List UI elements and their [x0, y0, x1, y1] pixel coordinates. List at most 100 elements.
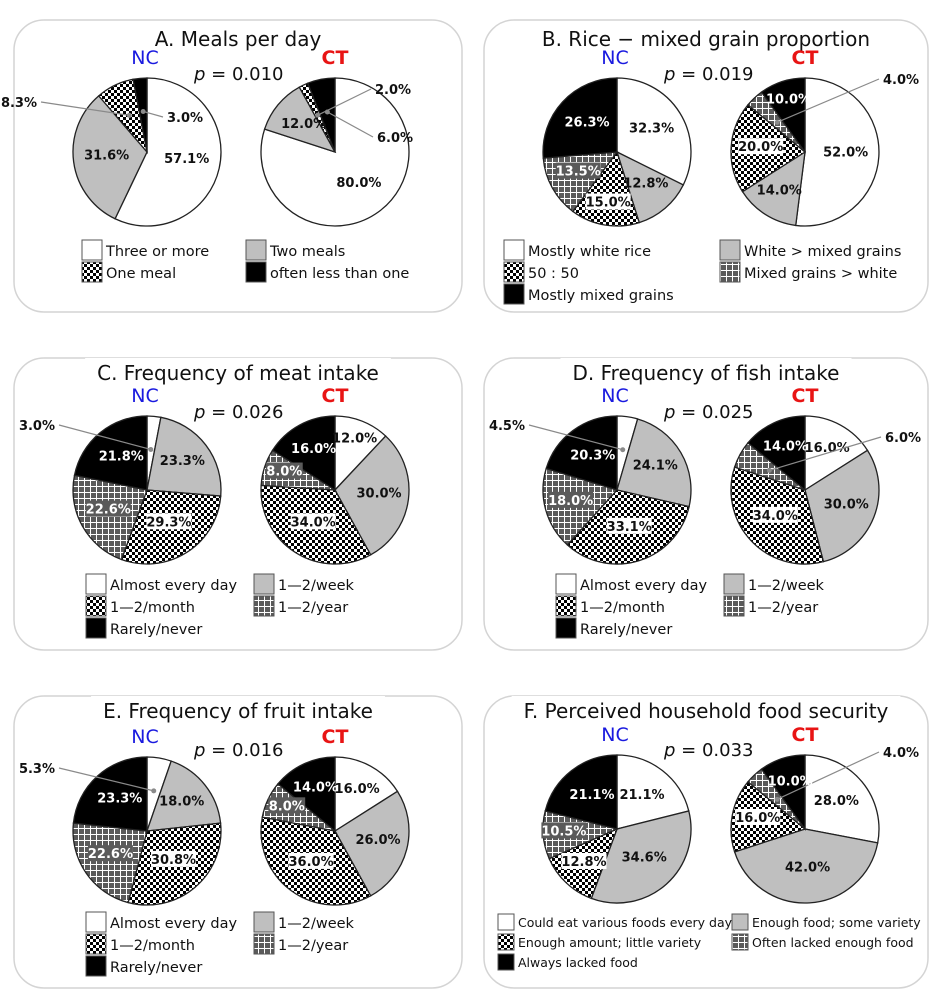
- legend-item: Almost every day: [85, 573, 237, 595]
- panel-title: A. Meals per day: [155, 27, 322, 51]
- legend-label: Mostly white rice: [528, 244, 651, 260]
- callout-line: [327, 111, 374, 138]
- label-backing: [541, 822, 587, 839]
- callout-dot: [140, 108, 146, 114]
- pie-slice: [334, 435, 410, 556]
- pie-slice: [795, 77, 880, 227]
- legend-item: Almost every day: [555, 573, 707, 595]
- pie-slice: [616, 77, 692, 186]
- group-label-nc: NC: [601, 385, 628, 407]
- slice-label: 2.0%: [375, 83, 411, 98]
- slice-label: 30.0%: [824, 497, 869, 512]
- callout-line: [776, 751, 880, 800]
- slice-label: 10.0%: [768, 774, 813, 789]
- slice-label: 16.0%: [335, 782, 380, 797]
- legend-item: 1—2/month: [555, 595, 665, 617]
- legend-item: Rarely/never: [85, 617, 202, 639]
- legend-label: Rarely/never: [110, 622, 202, 638]
- group-label-ct: CT: [792, 385, 819, 407]
- legend-swatch: [85, 955, 107, 977]
- legend-label: Always lacked food: [518, 955, 638, 970]
- panel-title: E. Frequency of fruit intake: [103, 699, 373, 723]
- callout-line: [776, 78, 880, 123]
- p-value: p = 0.019: [663, 64, 754, 85]
- legend-swatch: [85, 933, 107, 955]
- callout-dot: [774, 796, 780, 802]
- pie-nc: NC 3.0% 23.3% 29.3% 22.6% 21.8%: [19, 385, 222, 565]
- legend-swatch: [719, 239, 741, 261]
- slice-label: 34.0%: [291, 515, 336, 530]
- pie-slice: [334, 790, 410, 897]
- slice-label: 18.0%: [548, 494, 593, 509]
- pie-slice: [542, 77, 618, 159]
- label-backing: [606, 517, 652, 534]
- panel-title: C. Frequency of meat intake: [97, 361, 379, 385]
- slice-label: 12.0%: [281, 117, 326, 132]
- slice-label: 23.3%: [97, 792, 142, 807]
- slice-label: 22.6%: [88, 847, 133, 862]
- pie-ct: CT 28.0% 42.0% 16.0% 4.0% 10.0%: [730, 724, 919, 904]
- pie-nc: NC 21.1% 34.6% 12.8% 10.5% 21.1%: [541, 724, 692, 904]
- legend-swatch: [85, 595, 107, 617]
- panel-F: F. Perceived household food security p = …: [483, 695, 929, 989]
- callout-line: [769, 436, 882, 471]
- group-label-ct: CT: [322, 726, 349, 748]
- label-backing: [585, 193, 631, 210]
- pie-slice: [545, 415, 618, 491]
- pie-slice: [590, 810, 692, 904]
- slice-label: 10.0%: [766, 92, 811, 107]
- label-backing: [752, 506, 798, 523]
- slice-label: 4.0%: [883, 746, 919, 761]
- title-backing: [91, 696, 385, 724]
- legend-swatch: [731, 933, 749, 951]
- legend-item: Mostly mixed grains: [503, 283, 674, 305]
- slice-label: 20.0%: [738, 140, 783, 155]
- callout-dot: [148, 446, 154, 452]
- legend-item: Rarely/never: [555, 617, 672, 639]
- panel-title: F. Perceived household food security: [524, 699, 889, 723]
- slice-label: 36.0%: [289, 855, 334, 870]
- slice-label: 5.3%: [19, 762, 55, 777]
- legend-item: Mostly white rice: [503, 239, 651, 261]
- slice-label: 14.0%: [757, 184, 802, 199]
- legend-swatch: [85, 573, 107, 595]
- slice-label: 6.0%: [885, 431, 921, 446]
- slice-label: 6.0%: [377, 131, 413, 146]
- legend-label: Almost every day: [580, 578, 707, 594]
- legend-swatch: [253, 933, 275, 955]
- callout-dot: [151, 788, 157, 794]
- callout-dot: [774, 119, 780, 125]
- callout-dot: [620, 447, 626, 453]
- pie-slice: [72, 474, 148, 561]
- pie-slice: [804, 449, 880, 563]
- legend-label: Often lacked enough food: [752, 935, 914, 950]
- label-backing: [85, 500, 131, 517]
- slice-label: 26.3%: [564, 115, 609, 130]
- legend: Three or more Two meals One meal often less…: [81, 239, 409, 283]
- pie-nc: NC 4.5% 24.1% 33.1% 18.0% 20.3%: [489, 385, 692, 565]
- slice-label: 26.0%: [355, 833, 400, 848]
- slice-label: 57.1%: [164, 152, 209, 167]
- slice-label: 3.0%: [167, 111, 203, 126]
- slice-label: 22.6%: [86, 503, 131, 518]
- legend: Almost every day 1—2/week 1—2/month 1—2/yea…: [555, 573, 825, 639]
- slice-label: 33.1%: [607, 520, 652, 535]
- slice-label: 20.3%: [570, 448, 615, 463]
- label-backing: [146, 513, 192, 530]
- callout-line: [143, 110, 164, 118]
- pie-slice: [146, 760, 222, 832]
- legend: Mostly white rice White > mixed grains 50 …: [503, 239, 901, 305]
- slice-label: 42.0%: [785, 861, 830, 876]
- callout-line: [528, 424, 623, 451]
- pie-slice: [741, 150, 806, 227]
- legend-label: 50 : 50: [528, 266, 579, 282]
- slice-label: 14.0%: [293, 780, 338, 795]
- legend-label: 1—2/month: [580, 600, 665, 616]
- label-backing: [555, 162, 601, 179]
- legend-item: 1—2/year: [253, 595, 348, 617]
- slice-label: 13.5%: [556, 165, 601, 180]
- legend-item: Could eat various foods every day: [497, 913, 733, 931]
- callout-line: [58, 767, 154, 792]
- slice-label: 34.0%: [753, 509, 798, 524]
- panel-frame: [13, 19, 463, 313]
